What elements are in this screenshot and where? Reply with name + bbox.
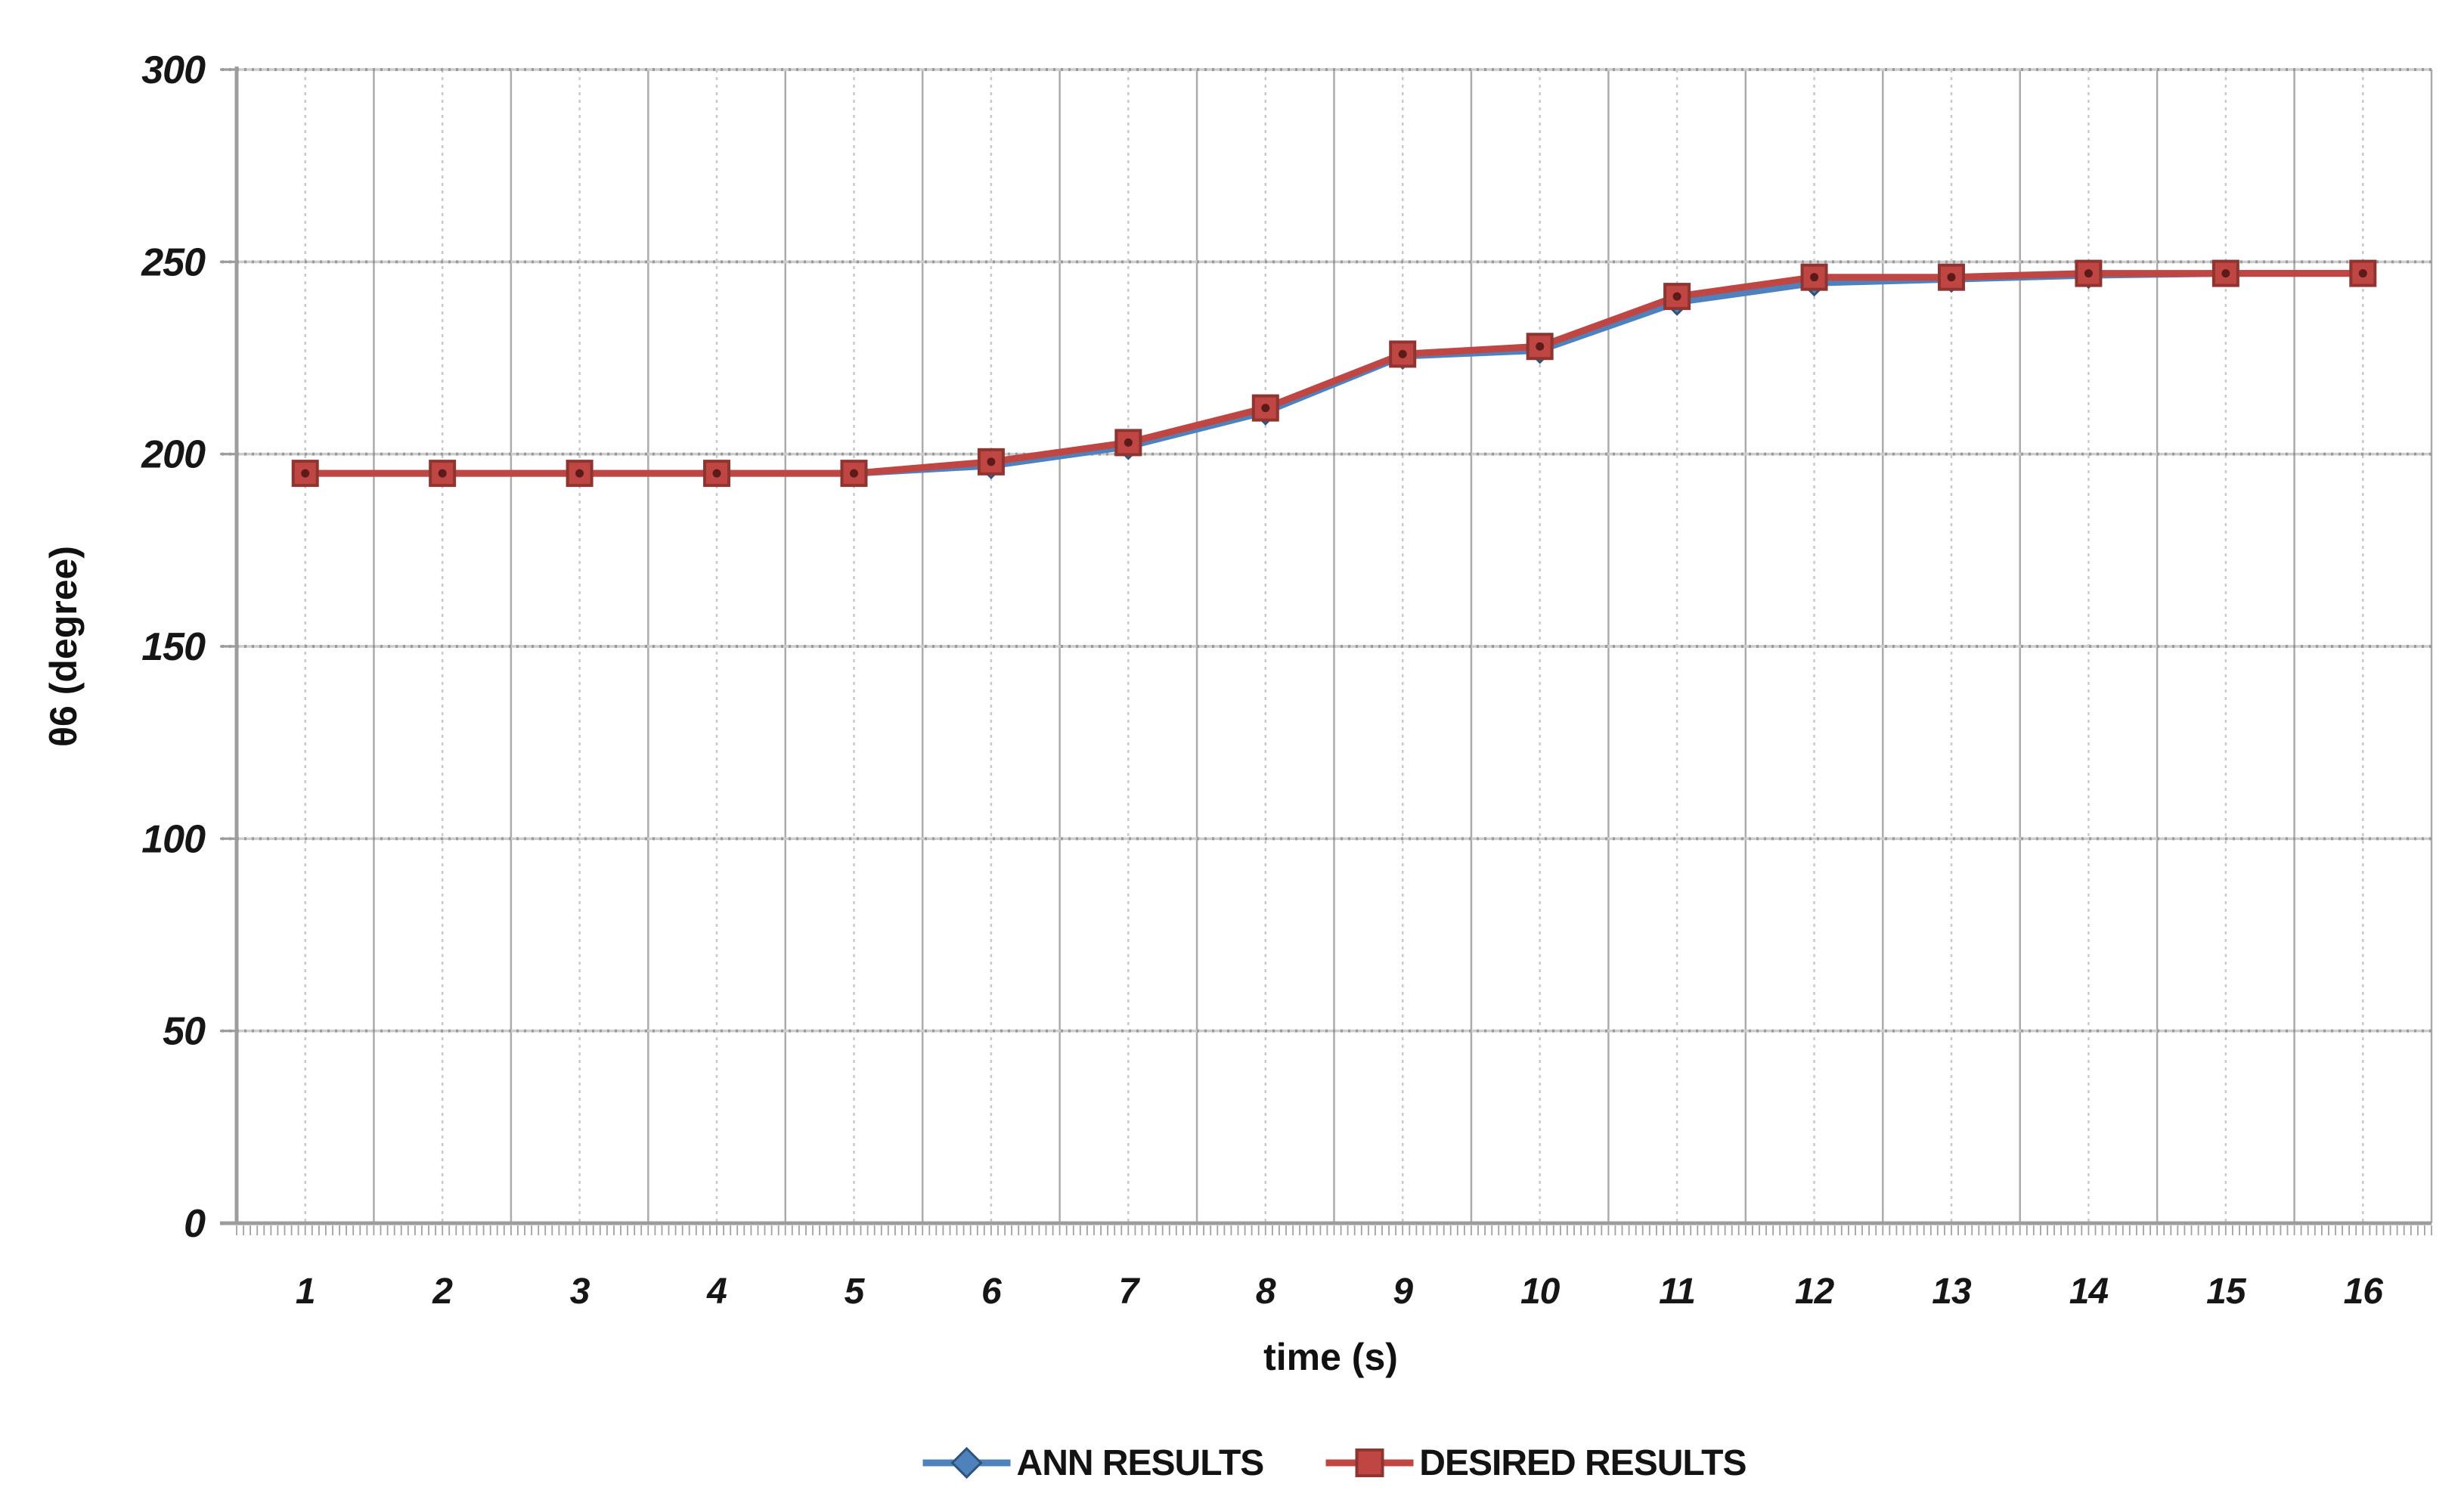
series-marker-desired-results <box>1937 263 1965 291</box>
x-tick-label: 2 <box>432 1272 453 1312</box>
series-marker-center-dot <box>1536 342 1545 351</box>
x-tick-label: 9 <box>1393 1272 1413 1312</box>
series-marker-center-dot <box>301 469 310 478</box>
x-tick-label: 14 <box>2069 1272 2109 1312</box>
x-tick-label: 7 <box>1118 1272 1140 1312</box>
series-marker-center-dot <box>849 469 858 478</box>
series-marker-center-dot <box>575 469 584 478</box>
x-tick-label: 15 <box>2206 1272 2247 1312</box>
x-axis-title: time (s) <box>1263 1336 1398 1378</box>
x-tick-label: 13 <box>1932 1272 1972 1312</box>
series-marker-center-dot <box>1261 404 1270 413</box>
series-marker-center-dot <box>712 469 721 478</box>
series-marker-desired-results <box>2075 259 2103 287</box>
x-tick-label: 3 <box>570 1272 590 1312</box>
ann-sample-marker <box>950 1446 983 1479</box>
y-tick-label: 150 <box>141 625 206 669</box>
y-tick-label: 50 <box>163 1010 206 1054</box>
series-marker-center-dot <box>2221 269 2230 278</box>
x-tick-label: 6 <box>981 1272 1002 1312</box>
ann-results-sample-icon <box>922 1446 1011 1479</box>
series-line-desired-results <box>302 270 2366 477</box>
legend-label-ann-results: ANN RESULTS <box>1016 1442 1265 1483</box>
x-tick-label: 10 <box>1520 1272 1561 1312</box>
series-marker-center-dot <box>1398 349 1407 358</box>
x-tick-label: 12 <box>1795 1272 1835 1312</box>
legend-label-desired-results: DESIRED RESULTS <box>1419 1442 1747 1483</box>
series-marker-center-dot <box>438 469 447 478</box>
y-tick-label: 200 <box>141 433 206 477</box>
series-marker-center-dot <box>1947 273 1956 282</box>
series-marker-desired-results <box>2211 259 2239 287</box>
series-marker-center-dot <box>1124 438 1133 447</box>
series-marker-center-dot <box>1672 292 1681 301</box>
x-tick-label: 8 <box>1256 1272 1276 1312</box>
legend: ANN RESULTS DESIRED RESULTS <box>922 1440 1747 1486</box>
series-marker-desired-results <box>840 460 868 488</box>
series-marker-center-dot <box>987 457 996 466</box>
x-tick-label: 11 <box>1659 1272 1695 1312</box>
y-axis-title: θ6 (degree) <box>42 546 85 747</box>
series-marker-desired-results <box>1114 429 1142 457</box>
x-tick-label: 5 <box>845 1272 866 1312</box>
y-tick-label: 0 <box>184 1202 206 1246</box>
x-axis-minor-ticks <box>236 1225 2432 1235</box>
series-marker-center-dot <box>1810 273 1819 282</box>
y-tick-label: 100 <box>141 817 206 861</box>
desired-sample-marker <box>1355 1448 1384 1477</box>
series-marker-center-dot <box>2084 269 2093 278</box>
legend-item-ann-results: ANN RESULTS <box>922 1440 1264 1486</box>
x-tick-label: 4 <box>706 1272 727 1312</box>
y-tick-label: 300 <box>141 48 206 92</box>
legend-item-desired-results: DESIRED RESULTS <box>1324 1440 1747 1486</box>
series-marker-center-dot <box>2358 269 2367 278</box>
y-tick-label: 250 <box>141 240 206 284</box>
desired-results-sample-icon <box>1325 1448 1414 1477</box>
x-tick-label: 1 <box>296 1272 315 1312</box>
x-tick-label: 16 <box>2344 1272 2384 1312</box>
series-marker-desired-results <box>566 460 594 488</box>
